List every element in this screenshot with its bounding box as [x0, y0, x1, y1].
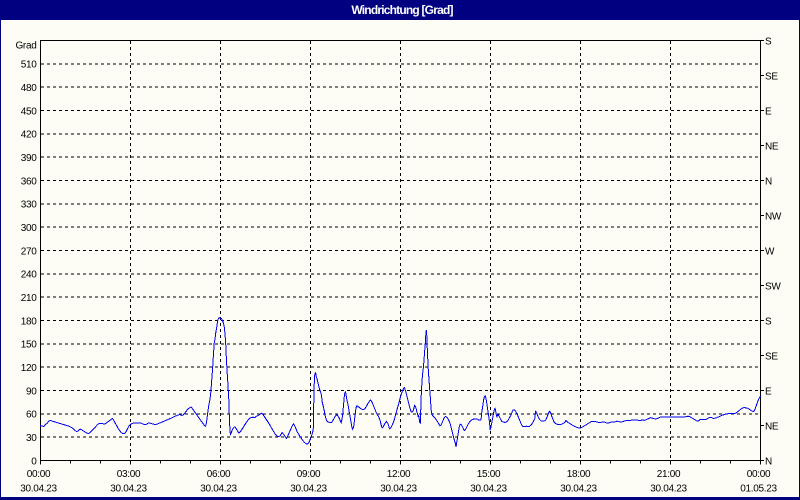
svg-text:06:00: 06:00	[207, 469, 231, 480]
svg-text:480: 480	[21, 83, 38, 94]
svg-text:NE: NE	[765, 141, 779, 152]
svg-text:SW: SW	[765, 281, 781, 292]
svg-text:0: 0	[31, 456, 37, 467]
svg-text:30.04.23: 30.04.23	[110, 484, 147, 495]
svg-text:210: 210	[21, 293, 38, 304]
svg-text:120: 120	[21, 363, 38, 374]
svg-text:15:00: 15:00	[477, 469, 501, 480]
svg-text:SE: SE	[765, 71, 778, 82]
svg-text:00:00: 00:00	[747, 469, 771, 480]
svg-text:03:00: 03:00	[117, 469, 141, 480]
svg-text:01.05.23: 01.05.23	[740, 484, 777, 495]
svg-text:Grad: Grad	[15, 40, 36, 51]
svg-text:00:00: 00:00	[27, 469, 51, 480]
svg-text:240: 240	[21, 270, 38, 281]
svg-text:30.04.23: 30.04.23	[290, 484, 327, 495]
svg-text:S: S	[765, 316, 772, 327]
svg-text:N: N	[765, 456, 772, 467]
svg-text:N: N	[765, 176, 772, 187]
svg-text:60: 60	[26, 410, 37, 421]
svg-text:SE: SE	[765, 351, 778, 362]
svg-text:S: S	[765, 36, 772, 47]
svg-text:30: 30	[26, 433, 37, 444]
svg-text:30.04.23: 30.04.23	[20, 484, 57, 495]
svg-text:E: E	[765, 386, 772, 397]
svg-text:150: 150	[21, 340, 38, 351]
svg-text:12:00: 12:00	[387, 469, 411, 480]
svg-text:30.04.23: 30.04.23	[650, 484, 687, 495]
svg-text:30.04.23: 30.04.23	[470, 484, 507, 495]
svg-text:NE: NE	[765, 421, 779, 432]
svg-text:360: 360	[21, 176, 38, 187]
svg-text:300: 300	[21, 223, 38, 234]
svg-text:18:00: 18:00	[567, 469, 591, 480]
svg-text:450: 450	[21, 106, 38, 117]
svg-text:30.04.23: 30.04.23	[560, 484, 597, 495]
svg-text:390: 390	[21, 153, 38, 164]
svg-text:90: 90	[26, 386, 37, 397]
svg-text:W: W	[765, 246, 775, 257]
svg-text:NW: NW	[765, 211, 782, 222]
svg-text:330: 330	[21, 200, 38, 211]
svg-text:510: 510	[21, 60, 38, 71]
svg-text:09:00: 09:00	[297, 469, 321, 480]
svg-text:30.04.23: 30.04.23	[380, 484, 417, 495]
svg-text:30.04.23: 30.04.23	[200, 484, 237, 495]
svg-text:180: 180	[21, 316, 38, 327]
svg-text:420: 420	[21, 130, 38, 141]
svg-text:270: 270	[21, 246, 38, 257]
svg-text:E: E	[765, 106, 772, 117]
svg-text:21:00: 21:00	[657, 469, 681, 480]
